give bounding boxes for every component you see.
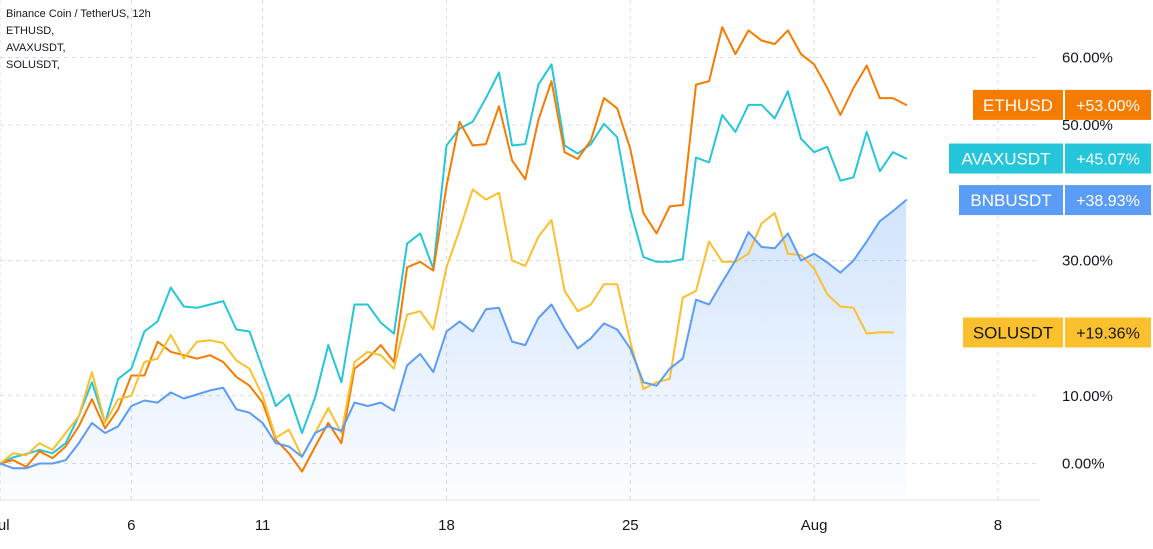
price-label-name: ETHUSD [983,96,1053,115]
x-axis[interactable]: Jul 6 11 18 25 Aug 8 [0,499,1040,534]
legend-title[interactable]: Binance Coin / TetherUS, 12h [6,8,151,20]
price-label-value: +38.93% [1076,193,1140,210]
bnbusdt-area [0,200,907,500]
price-label-ethusd: ETHUSD +53.00% [973,89,1151,120]
price-label-name-bg [959,185,1063,216]
price-label-name: SOLUSDT [973,323,1053,342]
price-label-name: BNBUSDT [970,191,1051,210]
price-label-name-bg [963,317,1063,348]
y-tick-label: 50.00% [1062,117,1113,134]
legend-item-solusdt[interactable]: SOLUSDT, [6,59,60,71]
price-label-bnbusdt: BNBUSDT +38.93% [959,185,1151,216]
y-tick-label: 60.00% [1062,50,1113,67]
x-tick-label: 18 [438,517,455,534]
price-label-value: +45.07% [1076,152,1140,169]
series-lines [0,26,908,473]
series-line-ethusd[interactable] [0,26,908,473]
price-label-value-bg [1065,185,1151,216]
x-tick-label: 25 [622,517,639,534]
price-label-name-bg [973,89,1063,120]
price-label-solusdt: SOLUSDT +19.36% [963,317,1151,348]
series-line-solusdt[interactable] [0,188,894,465]
bnb-area-fill [0,200,907,500]
y-axis[interactable]: 0.00% 10.00% 30.00% 50.00% 60.00% [1062,50,1113,473]
price-label-value-bg [1065,317,1151,348]
series-line-avaxusdt[interactable] [0,63,908,465]
x-tick-label: 11 [255,517,271,534]
legend: Binance Coin / TetherUS, 12h ETHUSD, AVA… [6,6,151,74]
x-tick-label: 6 [127,517,135,534]
series-line-bnbusdt[interactable] [0,199,908,470]
price-label-value-bg [1065,143,1151,174]
y-tick-label: 0.00% [1062,455,1105,472]
legend-item-ethusd[interactable]: ETHUSD, [6,25,55,37]
x-tick-label: 8 [994,517,1002,534]
x-tick-label: Jul [0,517,10,534]
price-label-name-bg [949,143,1063,174]
price-labels: ETHUSD +53.00% AVAXUSDT +45.07% BNBUSDT +38.9… [949,89,1151,348]
legend-item-avaxusdt[interactable]: AVAXUSDT, [6,42,66,54]
x-tick-label: Aug [801,517,828,534]
y-tick-label: 30.00% [1062,252,1113,269]
price-label-value-bg [1065,89,1151,120]
price-label-name: AVAXUSDT [961,150,1050,169]
y-tick-label: 10.00% [1062,388,1113,405]
price-label-avaxusdt: AVAXUSDT +45.07% [949,143,1151,174]
price-label-value: +19.36% [1076,325,1140,342]
price-label-value: +53.00% [1076,98,1140,115]
